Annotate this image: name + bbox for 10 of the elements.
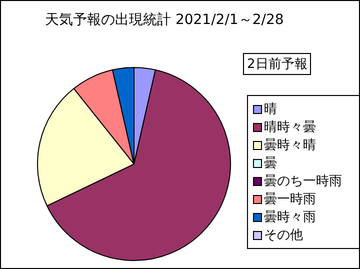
legend-label: 曇 xyxy=(264,155,277,172)
legend-label: その他 xyxy=(264,227,303,244)
legend-label: 曇のち一時雨 xyxy=(264,173,342,190)
legend-label: 晴 xyxy=(264,101,277,118)
legend-label: 曇時々晴 xyxy=(264,137,316,154)
legend-title: 2日前予報 xyxy=(243,53,312,75)
legend-label: 曇時々雨 xyxy=(264,209,316,226)
legend-label: 曇一時雨 xyxy=(264,191,316,208)
legend-label: 晴時々曇 xyxy=(264,119,316,136)
chart-title: 天気予報の出現統計 2021/2/1～2/28 xyxy=(45,11,284,29)
